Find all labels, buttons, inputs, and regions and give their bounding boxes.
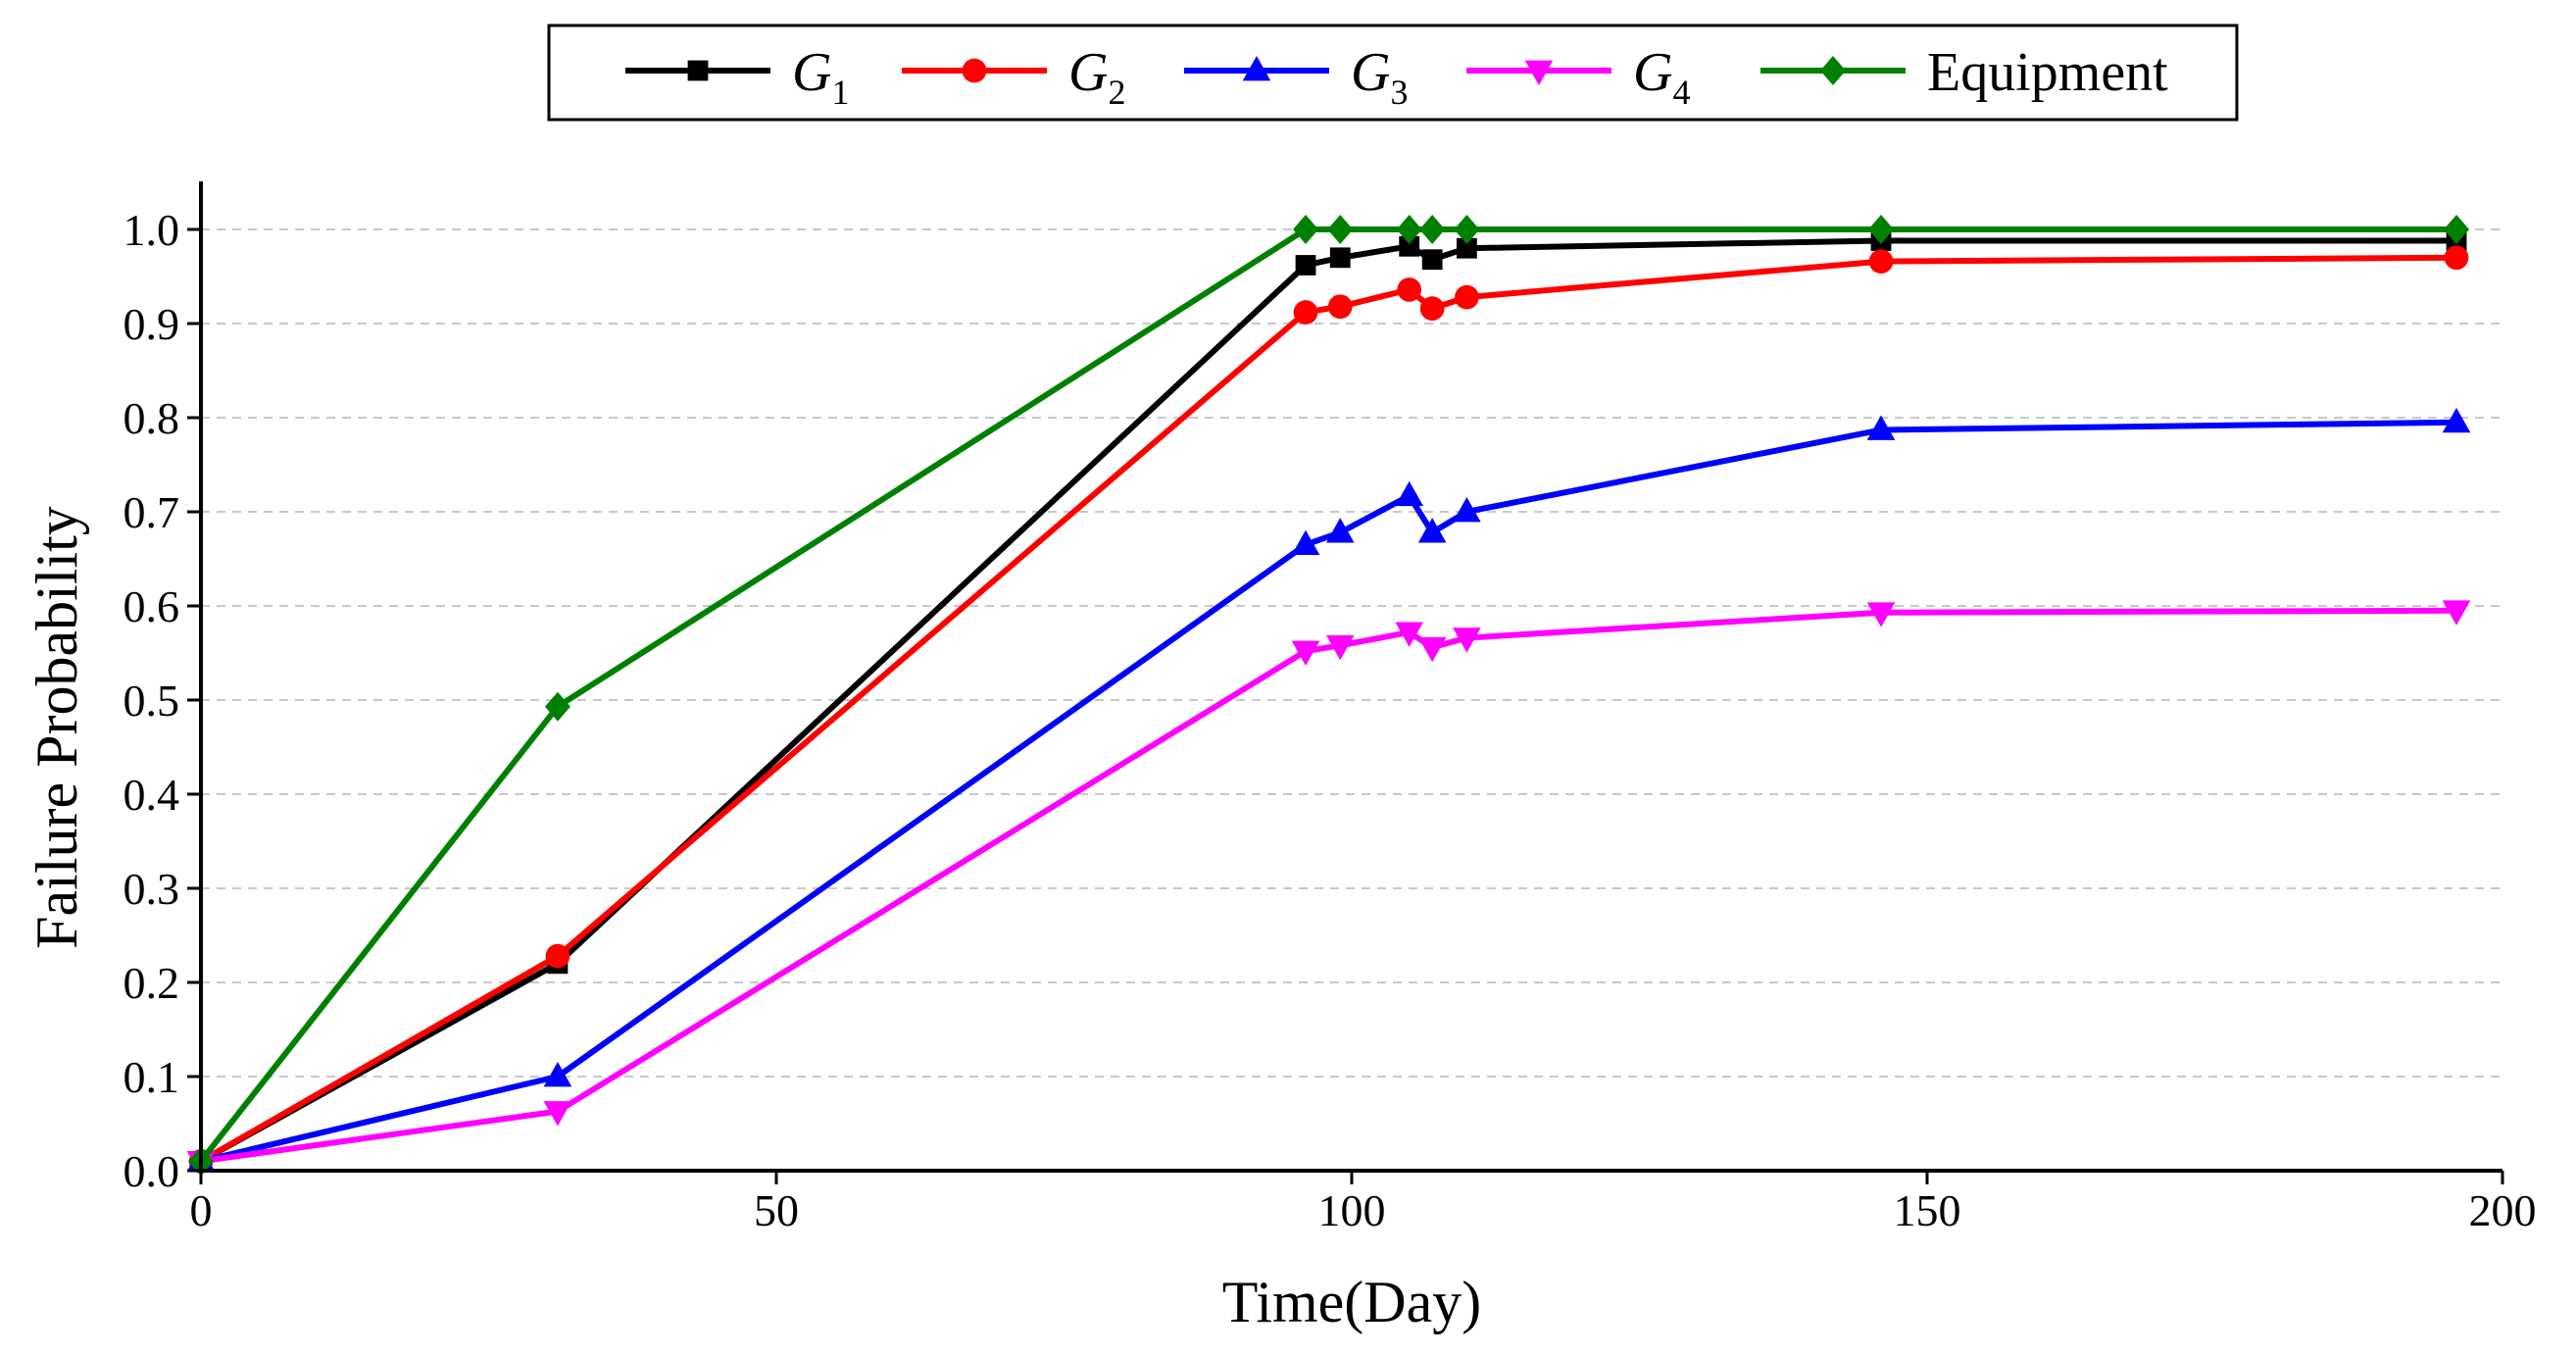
series-line — [200, 419, 2457, 1165]
series-layer — [186, 215, 2471, 1177]
y-tick-label: 0.0 — [124, 1146, 180, 1196]
legend-marker — [1242, 56, 1271, 81]
data-point — [1293, 215, 1319, 244]
axes — [199, 181, 2502, 1173]
y-tick-label: 1.0 — [124, 205, 180, 255]
y-tick-label: 0.5 — [124, 676, 180, 726]
series-G2 — [188, 245, 2469, 1174]
data-point — [1866, 415, 1896, 440]
legend-subscript: 4 — [1672, 73, 1690, 112]
y-tick-label: 0.6 — [124, 581, 180, 631]
data-point — [1417, 518, 1447, 543]
y-tick-label: 0.7 — [124, 487, 180, 537]
data-point — [1453, 497, 1481, 523]
data-point — [1417, 636, 1447, 663]
y-tick-label: 0.8 — [124, 393, 180, 443]
data-point — [1454, 215, 1480, 244]
series-line — [199, 254, 2457, 1165]
data-point — [1291, 529, 1320, 555]
data-point — [1325, 518, 1355, 543]
data-point — [1455, 284, 1479, 310]
data-point — [1453, 627, 1481, 653]
y-tick-label: 0.4 — [124, 770, 180, 820]
legend-subscript: 1 — [831, 73, 849, 112]
series-line — [198, 226, 2456, 1164]
x-tick-label: 100 — [1318, 1185, 1386, 1235]
data-point — [1396, 215, 1422, 244]
x-tick-label: 200 — [2469, 1185, 2537, 1235]
data-point — [544, 691, 570, 722]
legend-subscript: 3 — [1390, 73, 1408, 112]
legend-marker — [962, 58, 987, 83]
data-point — [1419, 215, 1446, 244]
y-tick-label: 0.1 — [124, 1052, 180, 1102]
legend-marker — [687, 60, 709, 81]
data-point — [1325, 634, 1355, 661]
data-point — [1291, 640, 1320, 667]
data-point — [2444, 215, 2470, 244]
data-point — [545, 943, 570, 969]
y-axis-label: Failure Probability — [25, 506, 89, 949]
data-point — [2444, 245, 2469, 271]
data-point — [1868, 215, 1895, 244]
data-point — [1327, 215, 1354, 244]
legend-marker — [1820, 56, 1846, 85]
data-point — [1295, 255, 1316, 276]
data-point — [1399, 235, 1420, 257]
legend-entry: G3 — [1184, 42, 1408, 112]
data-point — [1397, 277, 1422, 302]
data-point — [1293, 300, 1318, 325]
data-point — [543, 1101, 572, 1127]
data-point — [1395, 622, 1423, 647]
grid-lines — [201, 228, 2502, 1078]
data-point — [543, 1062, 572, 1087]
series-Equipment — [188, 215, 2470, 1177]
data-point — [1327, 294, 1353, 320]
legend-marker — [1524, 60, 1554, 85]
data-point — [2442, 600, 2471, 626]
data-point — [1421, 249, 1443, 271]
data-point — [1395, 480, 1423, 507]
x-tick-label: 50 — [754, 1185, 799, 1235]
legend-label: G4 — [1633, 42, 1690, 112]
data-point — [1329, 247, 1351, 269]
legend: G1 G2 G3 G4 Equipment — [547, 24, 2239, 122]
data-point — [1419, 296, 1445, 321]
data-point — [2442, 407, 2471, 433]
legend-subscript: 2 — [1108, 73, 1125, 112]
y-tick-label: 0.9 — [124, 299, 180, 349]
legend-box — [547, 24, 2239, 122]
data-point — [1866, 602, 1896, 627]
x-axis-label: Time(Day) — [1222, 1270, 1481, 1334]
x-tick-label: 150 — [1894, 1185, 1961, 1235]
y-tick-label: 0.2 — [124, 958, 180, 1008]
tick-labels: 0.0 0.1 0.2 0.3 0.4 0.5 0.6 0.7 0.8 0.9 1.0 0 50 100 1… — [124, 205, 2537, 1235]
x-tick-label: 0 — [190, 1185, 213, 1235]
legend-label: Equipment — [1927, 42, 2168, 103]
data-point — [1868, 249, 1894, 274]
data-point — [1457, 237, 1477, 259]
y-tick-label: 0.3 — [124, 864, 180, 914]
series-G4 — [186, 600, 2471, 1177]
series-G3 — [186, 407, 2471, 1172]
legend-entry: Equipment — [1760, 42, 2168, 103]
legend-entry: G4 — [1466, 42, 1690, 112]
